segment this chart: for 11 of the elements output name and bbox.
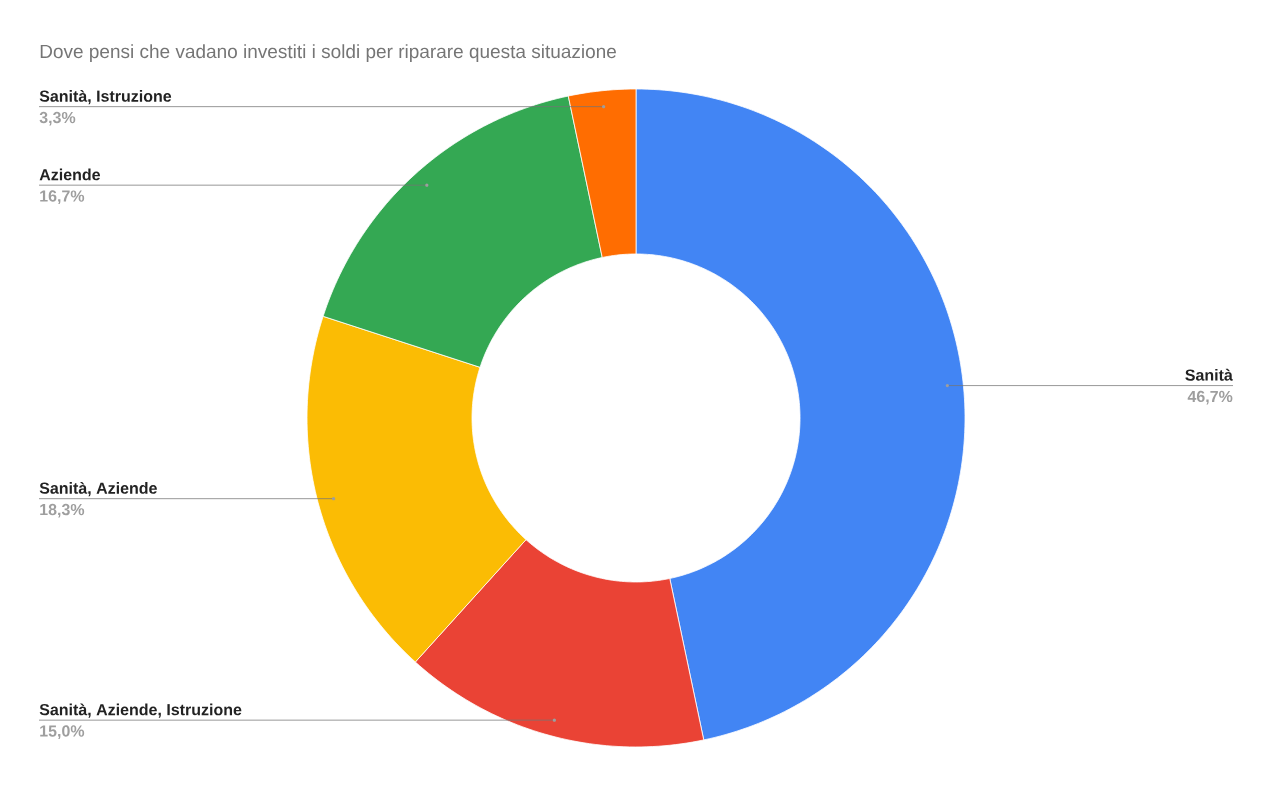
chart-title: Dove pensi che vadano investiti i soldi per riparare questa situazione [40,44,616,62]
data-label: 3,3% [39,111,76,126]
data-label: 46,7% [1187,390,1233,405]
slice-label: Sanità, Aziende [39,481,157,497]
slice-label: Aziende [39,168,101,181]
slice-label: Sanità, Istruzione [39,89,172,105]
slice-label: Sanità [1185,368,1233,381]
slice-label: Sanità, Aziende, Istruzione [39,703,242,718]
data-label: 15,0% [40,725,85,739]
data-label: 16,7% [40,190,85,205]
data-label: 18,3% [40,503,85,518]
